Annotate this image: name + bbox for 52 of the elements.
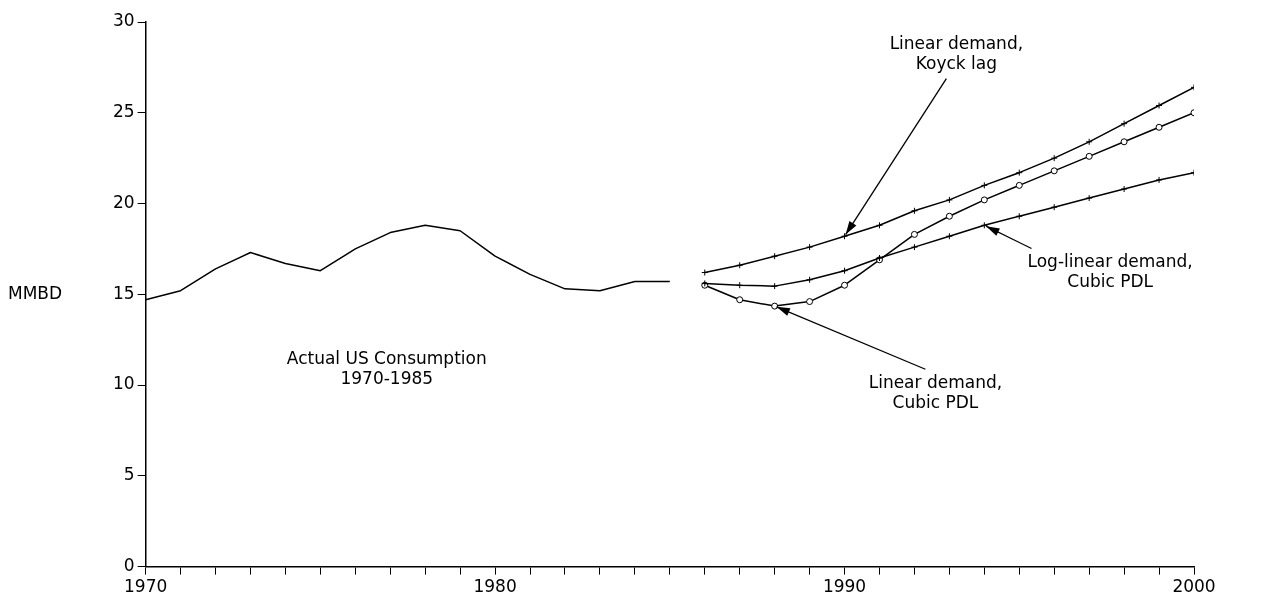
y-axis-title: MMBD (8, 282, 63, 303)
x-tick-label: 1990 (822, 576, 867, 597)
point (1050, 167, 1058, 175)
point (1085, 194, 1093, 202)
point (1155, 123, 1163, 131)
point (945, 232, 953, 240)
point (736, 281, 744, 289)
point (1120, 138, 1128, 146)
y-tick-label: 30 (112, 10, 135, 31)
point (980, 196, 988, 204)
point (806, 243, 814, 251)
point (945, 212, 953, 220)
y-tick-label: 0 (123, 555, 135, 576)
annotation: Log-linear demand, Cubic PDL (1027, 250, 1193, 291)
point (736, 261, 744, 269)
point (1015, 169, 1023, 177)
point (1120, 185, 1128, 193)
point (1120, 120, 1128, 128)
point (1050, 203, 1058, 211)
point (875, 221, 883, 229)
point (841, 267, 849, 275)
point (771, 282, 779, 290)
x-tick-label: 1980 (473, 576, 517, 597)
point (841, 232, 849, 240)
point (1050, 154, 1058, 162)
point (806, 276, 814, 284)
y-tick-label: 20 (112, 191, 135, 212)
point (806, 298, 814, 306)
annotation: Actual US Consumption 1970-1985 (286, 348, 487, 389)
point (771, 302, 779, 310)
point (1155, 102, 1163, 110)
point (1155, 176, 1163, 184)
annotation: Linear demand, Koyck lag (889, 33, 1024, 74)
point (841, 281, 849, 289)
point (736, 296, 744, 304)
y-tick-label: 25 (112, 101, 135, 122)
y-tick-label: 5 (123, 464, 135, 485)
point (1015, 181, 1023, 189)
point (910, 207, 918, 215)
point (771, 252, 779, 260)
y-tick-label: 10 (112, 373, 135, 394)
point (1085, 138, 1093, 146)
point (910, 243, 918, 251)
point (1085, 152, 1093, 160)
point (910, 230, 918, 238)
point (1015, 212, 1023, 220)
y-tick-label: 15 (112, 282, 135, 303)
annotation: Linear demand, Cubic PDL (868, 371, 1003, 412)
x-tick-label: 2000 (1172, 576, 1216, 597)
x-tick-label: 1970 (124, 576, 168, 597)
point (980, 181, 988, 189)
point (945, 196, 953, 204)
